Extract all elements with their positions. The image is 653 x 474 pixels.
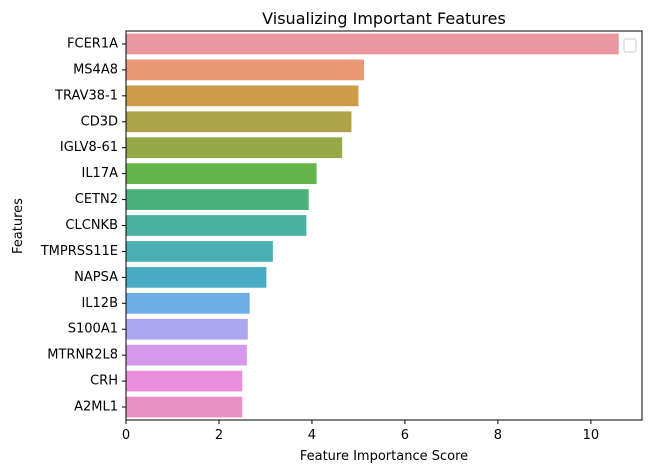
x-axis-ticks: 0 2 4 6 8 10 [122, 420, 599, 443]
x-axis-title: Feature Importance Score [300, 449, 468, 464]
bar-napsa [126, 266, 267, 288]
bar-s100a1 [126, 318, 248, 340]
y-tick-label: FCER1A [67, 36, 118, 51]
bar-cetn2 [126, 189, 309, 210]
x-tick-label: 2 [215, 428, 223, 443]
bar-mtrnr2l8 [126, 344, 247, 366]
chart-title: Visualizing Important Features [262, 9, 506, 28]
bar-tmprss11e [126, 241, 273, 262]
bar-trav38-1 [126, 85, 359, 107]
bar-a2ml1 [126, 396, 243, 418]
bar-il12b [126, 292, 250, 314]
y-tick-label: S100A1 [68, 322, 118, 337]
bar-il17a [126, 163, 317, 185]
y-tick-label: MS4A8 [73, 62, 118, 77]
y-tick-label: CRH [90, 374, 118, 389]
x-tick-label: 0 [122, 428, 130, 443]
y-axis-ticks: FCER1A MS4A8 TRAV38-1 CD3D IGLV8-61 IL17A CETN… [40, 36, 126, 415]
y-tick-label: CLCNKB [65, 218, 118, 233]
y-tick-label: IL12B [81, 296, 118, 311]
x-tick-label: 6 [401, 428, 409, 443]
y-tick-label: CETN2 [75, 192, 118, 207]
y-tick-label: CD3D [81, 114, 118, 129]
legend-box [623, 38, 637, 53]
y-tick-label: TRAV38-1 [54, 88, 118, 103]
x-tick-label: 10 [583, 428, 600, 443]
plot-frame [125, 30, 643, 421]
bar-crh [126, 370, 243, 392]
legend [623, 38, 637, 53]
y-tick-label: MTRNR2L8 [47, 348, 118, 363]
bar-clcnkb [126, 215, 307, 236]
y-tick-label: NAPSA [74, 270, 118, 285]
bar-fcer1a [126, 33, 619, 55]
y-tick-label: IL17A [81, 166, 118, 181]
y-tick-label: IGLV8-61 [60, 140, 118, 155]
x-tick-label: 8 [494, 428, 502, 443]
y-tick-label: A2ML1 [74, 400, 118, 415]
x-tick-label: 4 [308, 428, 316, 443]
bar-cd3d [126, 111, 352, 133]
bars-layer [126, 33, 619, 418]
bar-iglv8-61 [126, 137, 343, 159]
bar-ms4a8 [126, 59, 365, 81]
y-tick-label: TMPRSS11E [40, 244, 118, 259]
y-axis-title: Features [11, 198, 26, 254]
